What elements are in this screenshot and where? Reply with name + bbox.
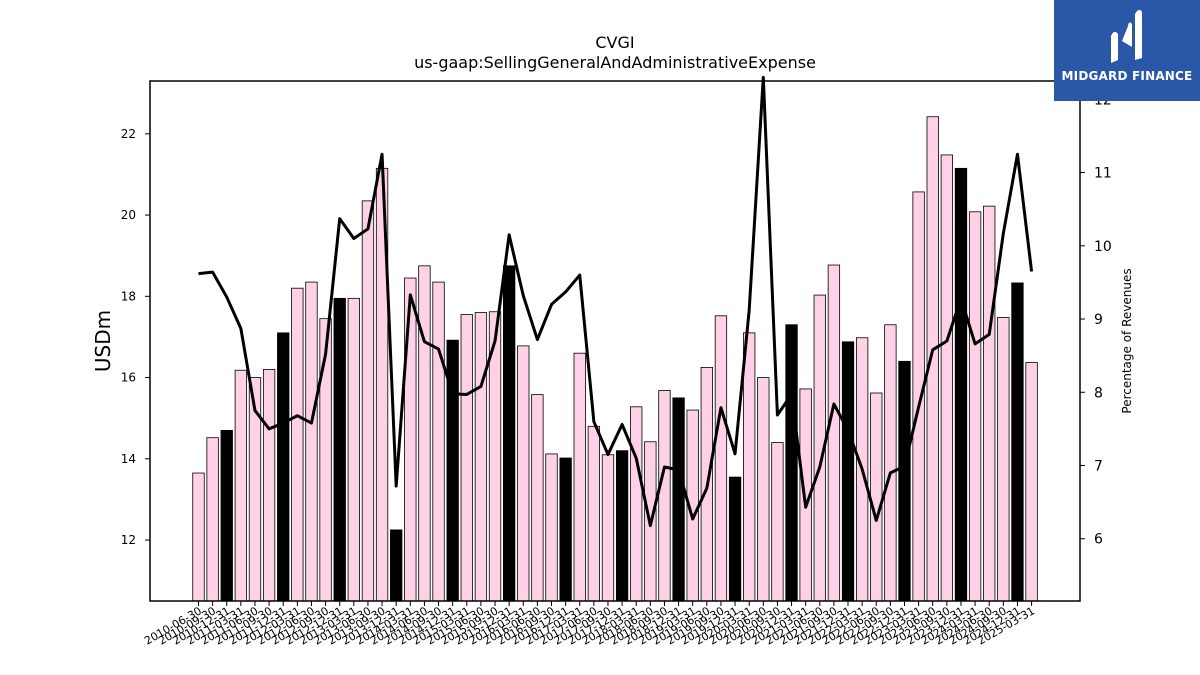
bar [432,281,445,602]
bar [206,437,219,602]
bar [460,314,473,602]
y-tick-label: 18 [121,289,136,303]
bar [305,281,318,602]
y2-axis-label: Percentage of Revenues [1120,268,1134,413]
bar [587,425,601,602]
bar [714,315,728,602]
plot-frame [149,80,1081,602]
bar [573,352,586,602]
bar [192,472,205,602]
bar [898,360,911,602]
bar [785,324,798,602]
bar [672,397,685,602]
bar [757,377,770,602]
bar [743,332,756,602]
bar [870,392,883,602]
y2-tick-label: 7 [1094,459,1103,475]
y2-tick-label: 9 [1094,312,1103,328]
chart-subtitle: us-gaap:SellingGeneralAndAdministrativeE… [414,53,816,72]
y-tick-label: 16 [121,371,136,385]
bar [545,453,558,602]
midgard-finance-logo: MIDGARD FINANCE [1054,0,1200,101]
y-axis-right: 6789101112 [1080,92,1112,548]
bar [630,406,643,602]
y2-tick-label: 6 [1094,532,1103,548]
bar [841,341,855,602]
bar [1025,362,1038,602]
y2-tick-label: 8 [1094,385,1103,401]
bar [418,265,431,602]
bar [390,529,403,602]
bar [658,390,671,602]
bar [517,345,530,602]
y2-tick-label: 11 [1094,166,1112,182]
bar [559,457,572,602]
y-tick-label: 22 [121,127,136,141]
bar [771,442,784,602]
bar [262,369,276,602]
bar [983,205,996,602]
bar [615,450,629,602]
bar [997,317,1010,602]
bar [884,324,897,602]
bar [474,312,488,602]
bar [601,454,615,602]
bar [531,394,544,602]
y-axis-left: 12 14 16 18 20 22 [121,127,150,547]
bar [220,429,233,602]
bar [968,211,982,602]
percentage-line [198,75,1034,528]
bar [926,116,939,602]
logo-text: MIDGARD FINANCE [1061,69,1193,83]
bar [361,200,375,602]
bar [940,154,954,602]
bar [277,332,290,602]
bar [728,476,742,602]
bar [827,264,841,602]
bar [291,287,304,602]
bar [1011,282,1024,602]
midgard-logo-icon [1111,9,1142,63]
bar-series [192,116,1038,602]
x-axis: 2010-06-302010-09-302010-12-312011-03-31… [142,601,1037,648]
bar [404,277,417,602]
bar [502,265,516,602]
chart-title: CVGI [595,33,634,52]
bar [347,297,360,602]
y-axis-label: USDm [91,310,115,372]
y-tick-label: 20 [121,208,136,222]
y2-tick-label: 10 [1094,239,1112,255]
y-tick-label: 14 [121,452,136,466]
bar [333,297,346,602]
bar [234,369,248,602]
y-tick-label: 12 [121,533,136,547]
bar [954,167,968,602]
